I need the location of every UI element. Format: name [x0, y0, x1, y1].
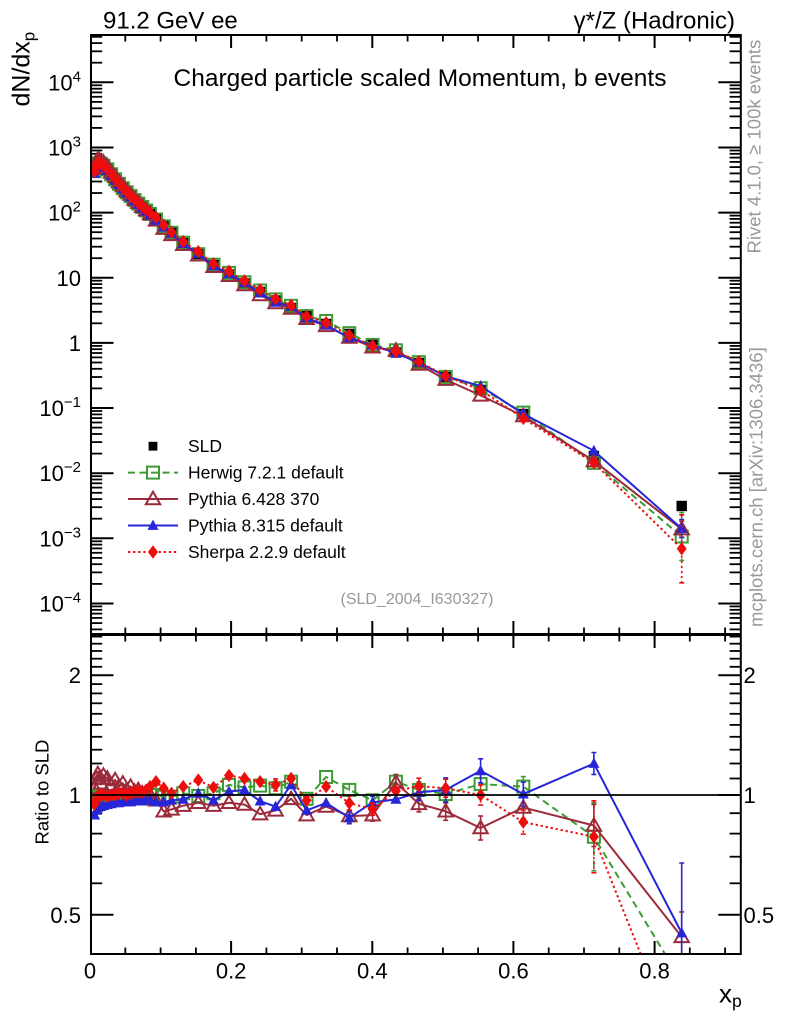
- svg-text:104: 104: [48, 68, 81, 95]
- svg-text:(SLD_2004_I630327): (SLD_2004_I630327): [340, 591, 493, 608]
- svg-text:γ*/Z (Hadronic): γ*/Z (Hadronic): [574, 8, 735, 35]
- svg-text:dN/dxp: dN/dxp: [8, 32, 39, 107]
- svg-text:2: 2: [69, 663, 81, 688]
- svg-text:Herwig 7.2.1 default: Herwig 7.2.1 default: [188, 463, 344, 483]
- svg-text:91.2 GeV ee: 91.2 GeV ee: [103, 8, 238, 35]
- svg-text:Sherpa 2.2.9 default: Sherpa 2.2.9 default: [188, 542, 346, 562]
- svg-text:10−2: 10−2: [39, 459, 81, 486]
- svg-text:10: 10: [57, 266, 81, 291]
- svg-text:0.5: 0.5: [744, 903, 775, 928]
- svg-text:Pythia 8.315 default: Pythia 8.315 default: [188, 516, 343, 536]
- svg-text:Rivet 4.1.0, ≥ 100k events: Rivet 4.1.0, ≥ 100k events: [744, 40, 765, 254]
- svg-text:102: 102: [48, 199, 81, 226]
- svg-text:1: 1: [744, 783, 756, 808]
- svg-text:0.8: 0.8: [639, 959, 670, 984]
- svg-text:2: 2: [744, 663, 756, 688]
- svg-text:0.2: 0.2: [216, 959, 247, 984]
- svg-text:103: 103: [48, 133, 81, 160]
- svg-text:mcplots.cern.ch [arXiv:1306.34: mcplots.cern.ch [arXiv:1306.3436]: [746, 347, 767, 627]
- svg-text:Pythia 6.428 370: Pythia 6.428 370: [188, 489, 320, 509]
- svg-text:1: 1: [69, 331, 81, 356]
- svg-text:0: 0: [84, 959, 96, 984]
- svg-text:0.6: 0.6: [498, 959, 529, 984]
- svg-text:10−4: 10−4: [39, 589, 81, 616]
- svg-text:Charged particle scaled Moment: Charged particle scaled Momentum, b even…: [174, 65, 667, 92]
- svg-text:10−3: 10−3: [39, 524, 81, 551]
- svg-text:Ratio to SLD: Ratio to SLD: [32, 740, 53, 845]
- svg-text:1: 1: [69, 783, 81, 808]
- svg-text:0.5: 0.5: [50, 903, 81, 928]
- svg-text:10−1: 10−1: [39, 394, 81, 421]
- svg-text:0.4: 0.4: [357, 959, 388, 984]
- svg-text:SLD: SLD: [188, 436, 222, 456]
